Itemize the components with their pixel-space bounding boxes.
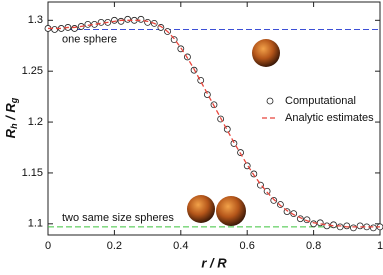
data-point [323, 222, 331, 230]
reference-label: one sphere [62, 33, 117, 45]
data-point [84, 20, 92, 28]
y-tick-label: 1.25 [22, 65, 43, 77]
data-point [117, 17, 125, 25]
sphere-image [216, 196, 246, 226]
data-point [350, 224, 357, 232]
data-point [270, 197, 278, 204]
legend-marker [266, 97, 274, 105]
y-tick-label: 1.3 [28, 14, 43, 26]
y-label-part: g [9, 97, 19, 104]
x-tick-label: 0 [45, 240, 51, 252]
data-point [356, 222, 364, 230]
data-point [263, 187, 271, 195]
data-point [137, 15, 145, 23]
data-point [276, 201, 284, 208]
data-point [316, 219, 324, 227]
data-point [170, 36, 178, 44]
data-point [144, 18, 152, 26]
y-tick-label: 1.15 [22, 167, 43, 179]
plot-frame [47, 1, 381, 236]
data-point [203, 91, 211, 98]
data-point [310, 220, 318, 228]
y-label-part: h [9, 123, 19, 129]
data-point [369, 224, 377, 232]
y-tick-label: 1.2 [28, 116, 43, 128]
data-point [336, 223, 344, 231]
y-axis-label: Rh / Rg [3, 97, 19, 138]
y-label-part: R [3, 128, 18, 138]
x-tick-label: 0.2 [107, 240, 122, 252]
data-point [111, 16, 118, 24]
data-line [48, 19, 380, 228]
sphere-image [252, 39, 280, 67]
y-label-part: / R [3, 103, 18, 124]
reference-label: two same size spheres [62, 212, 174, 224]
data-point [330, 221, 337, 229]
x-tick-label: 0.6 [240, 240, 255, 252]
data-point [71, 25, 78, 32]
data-point [230, 140, 238, 147]
data-point [343, 222, 351, 230]
y-tick-label: 1.1 [28, 218, 43, 230]
legend-label: Analytic estimates [285, 112, 374, 124]
legend-label: Computational [285, 95, 356, 107]
sphere-image [187, 195, 215, 223]
x-tick-label: 1 [377, 240, 383, 252]
data-point [124, 15, 132, 23]
x-tick-label: 0.8 [306, 240, 321, 252]
data-point [51, 26, 59, 33]
x-axis-label: r / R [201, 255, 227, 270]
data-point [97, 18, 105, 26]
x-tick-label: 0.4 [173, 240, 188, 252]
